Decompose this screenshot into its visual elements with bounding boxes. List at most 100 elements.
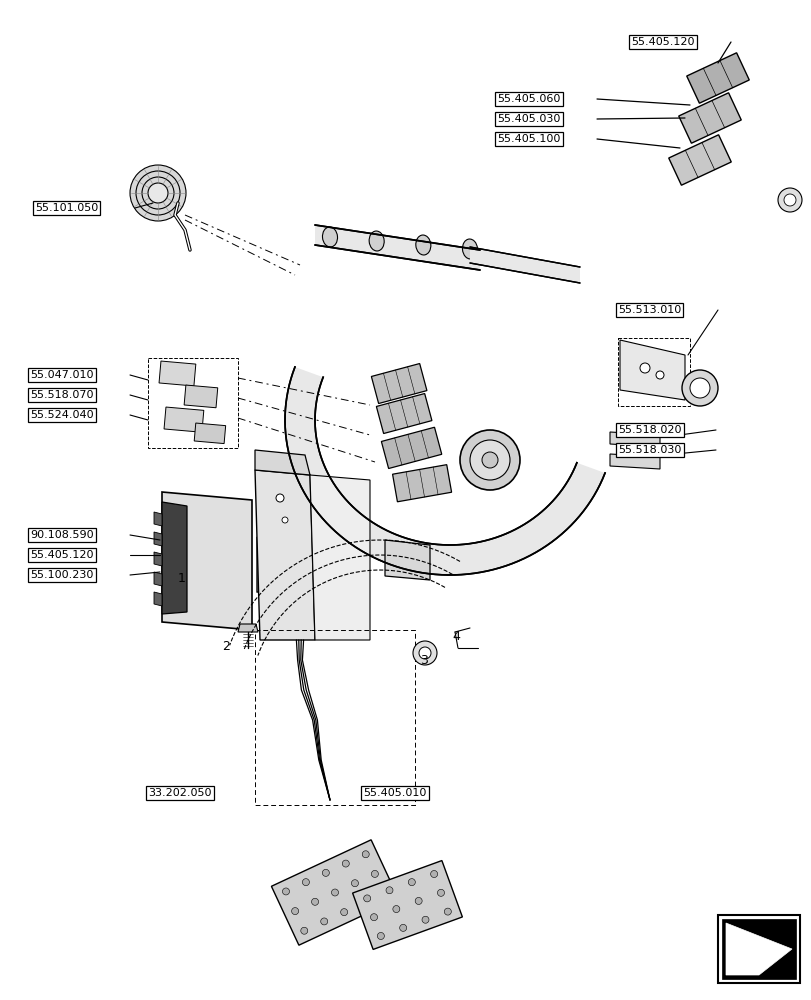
Bar (271, 840, 398, 945)
Text: 55.518.030: 55.518.030 (617, 445, 680, 455)
Bar (352, 861, 461, 949)
Circle shape (444, 908, 451, 915)
Polygon shape (285, 367, 604, 575)
Circle shape (470, 440, 509, 480)
Circle shape (291, 908, 298, 915)
Circle shape (341, 909, 347, 916)
Polygon shape (162, 492, 251, 630)
Bar (392, 465, 451, 502)
Circle shape (482, 452, 497, 468)
Polygon shape (310, 475, 370, 640)
Text: 55.405.030: 55.405.030 (496, 114, 560, 124)
Circle shape (370, 914, 377, 921)
Circle shape (377, 932, 384, 939)
Circle shape (385, 887, 393, 894)
Text: 2: 2 (221, 641, 230, 654)
Circle shape (460, 430, 519, 490)
Circle shape (413, 641, 436, 665)
Circle shape (130, 165, 186, 221)
Text: 55.405.100: 55.405.100 (496, 134, 560, 144)
Circle shape (437, 889, 444, 896)
Polygon shape (154, 552, 162, 566)
Polygon shape (384, 540, 430, 580)
Text: 90.108.590: 90.108.590 (30, 530, 93, 540)
Circle shape (360, 899, 367, 906)
Circle shape (777, 188, 801, 212)
Polygon shape (154, 592, 162, 606)
Circle shape (371, 870, 378, 877)
Polygon shape (315, 225, 479, 270)
Circle shape (363, 895, 371, 902)
Text: 55.405.120: 55.405.120 (30, 550, 93, 560)
Ellipse shape (369, 231, 384, 251)
Circle shape (148, 183, 168, 203)
Polygon shape (470, 247, 579, 283)
Text: 55.047.010: 55.047.010 (30, 370, 93, 380)
Circle shape (311, 898, 318, 905)
Circle shape (414, 897, 422, 904)
Polygon shape (609, 432, 659, 447)
Text: 1: 1 (178, 572, 186, 584)
Polygon shape (721, 919, 795, 979)
Circle shape (399, 924, 406, 931)
Bar (255, 630, 414, 805)
Circle shape (281, 517, 288, 523)
Ellipse shape (415, 235, 431, 255)
Circle shape (320, 918, 328, 925)
Polygon shape (725, 923, 791, 975)
Polygon shape (257, 537, 307, 597)
Ellipse shape (462, 239, 477, 259)
Text: 4: 4 (452, 631, 459, 644)
Polygon shape (154, 532, 162, 546)
Polygon shape (255, 470, 315, 640)
Circle shape (142, 177, 174, 209)
Circle shape (362, 851, 369, 858)
Circle shape (655, 371, 663, 379)
Circle shape (302, 879, 309, 886)
Bar (678, 93, 740, 143)
Circle shape (422, 916, 428, 923)
Polygon shape (620, 340, 684, 400)
Circle shape (783, 194, 795, 206)
Text: 55.524.040: 55.524.040 (30, 410, 93, 420)
Text: 55.405.010: 55.405.010 (363, 788, 426, 798)
Bar (164, 407, 204, 432)
Bar (717, 915, 799, 983)
Circle shape (681, 370, 717, 406)
Bar (686, 53, 749, 103)
Bar (376, 394, 431, 434)
Polygon shape (255, 450, 310, 475)
Text: 55.518.070: 55.518.070 (30, 390, 93, 400)
Text: 55.100.230: 55.100.230 (30, 570, 93, 580)
Text: 55.518.020: 55.518.020 (617, 425, 680, 435)
Bar (668, 135, 731, 185)
Bar (159, 361, 195, 386)
Circle shape (430, 871, 437, 878)
Circle shape (418, 647, 431, 659)
Bar (148, 358, 238, 448)
Circle shape (639, 363, 649, 373)
Circle shape (393, 906, 399, 913)
Circle shape (322, 869, 329, 876)
Bar (617, 338, 689, 406)
Text: 55.405.120: 55.405.120 (630, 37, 693, 47)
Polygon shape (154, 512, 162, 526)
Circle shape (351, 880, 358, 887)
Polygon shape (162, 502, 187, 614)
Polygon shape (238, 624, 258, 632)
Circle shape (331, 889, 338, 896)
Circle shape (282, 888, 289, 895)
Bar (381, 427, 441, 469)
Circle shape (689, 378, 709, 398)
Text: 55.513.010: 55.513.010 (617, 305, 680, 315)
Circle shape (380, 890, 387, 897)
Circle shape (342, 860, 349, 867)
Circle shape (408, 879, 414, 886)
Text: 55.405.060: 55.405.060 (496, 94, 560, 104)
Circle shape (276, 494, 284, 502)
Bar (371, 364, 427, 404)
Text: 55.101.050: 55.101.050 (35, 203, 98, 213)
Ellipse shape (322, 227, 337, 247)
Bar (184, 385, 217, 408)
Bar (194, 423, 225, 444)
